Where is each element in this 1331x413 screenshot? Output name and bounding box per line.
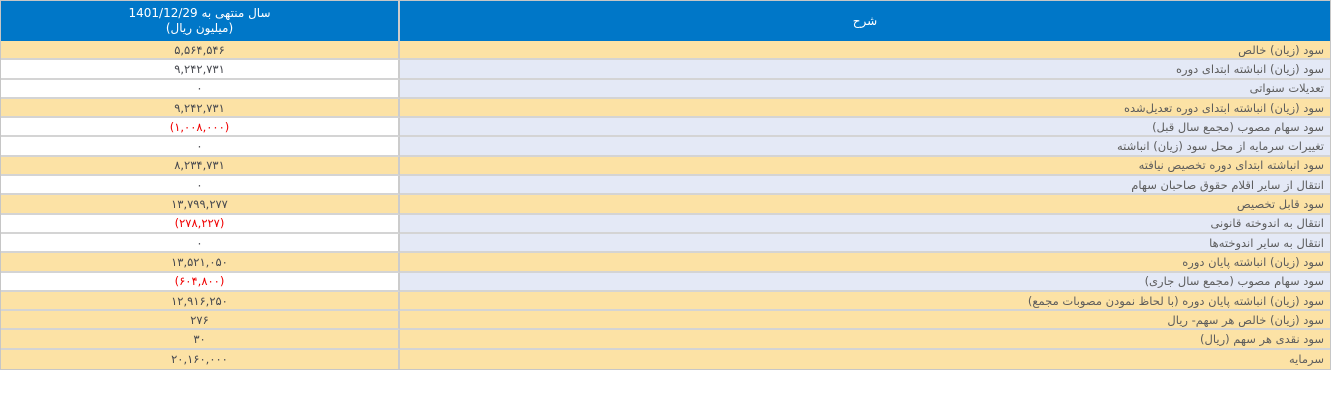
table-row: ۰ انتقال از سایر اقلام حقوق صاحبان سهام (1, 176, 1330, 196)
table-row: ۱۳,۷۹۹,۲۷۷ سود قابل تخصیص (1, 195, 1330, 215)
value-cell: (۲۷۸,۲۲۷) (1, 214, 400, 234)
description-cell: انتقال به سایر اندوخته‌ها (400, 233, 1330, 254)
table-row: ۱۳,۵۲۱,۰۵۰ سود (زیان) انباشته پایان دوره (1, 253, 1330, 273)
period-title: سال منتهی به 1401/12/29 (128, 6, 271, 20)
table-row: ۱۲,۹۱۶,۲۵۰ سود (زیان) انباشته پایان دوره … (1, 291, 1330, 312)
profit-loss-accumulation-table: سال منتهی به 1401/12/29 (میلیون ریال) شر… (1, 1, 1330, 370)
value-cell: ۰ (1, 233, 400, 254)
table-row: ۰ تغییرات سرمایه از محل سود (زیان) انباشت… (1, 137, 1330, 157)
description-column-header: شرح (400, 1, 1330, 41)
table-row: ۲۰,۱۶۰,۰۰۰ سرمایه (1, 349, 1330, 370)
value-cell: ۳۰ (1, 330, 400, 350)
description-cell: سود قابل تخصیص (400, 195, 1330, 215)
description-cell: تعدیلات سنواتی (400, 79, 1330, 99)
description-cell: سود (زیان) انباشته پایان دوره (با لحاظ ن… (400, 291, 1330, 312)
period-unit: (میلیون ریال) (165, 21, 234, 35)
table-row: ۳۰ سود نقدی هر سهم (ریال) (1, 330, 1330, 350)
table-row: ۵,۵۶۴,۵۴۶ سود (زیان) خالص (1, 41, 1330, 61)
profit-table-body: ۵,۵۶۴,۵۴۶ سود (زیان) خالص ۹,۲۴۲,۷۳۱ سود (زی… (1, 41, 1330, 370)
table-row: ۰ انتقال به سایر اندوخته‌ها (1, 233, 1330, 254)
financial-statement-table: سال منتهی به 1401/12/29 (میلیون ریال) شر… (0, 0, 1331, 371)
value-cell: ۵,۵۶۴,۵۴۶ (1, 41, 400, 61)
value-cell: ۸,۲۳۴,۷۳۱ (1, 156, 400, 177)
description-cell: سود (زیان) انباشته ابتدای دوره (400, 60, 1330, 80)
description-cell: انتقال از سایر اقلام حقوق صاحبان سهام (400, 176, 1330, 196)
value-cell: ۰ (1, 137, 400, 157)
value-cell: ۱۳,۵۲۱,۰۵۰ (1, 253, 400, 273)
table-row: ۲۷۶ سود (زیان) خالص هر سهم- ریال (1, 311, 1330, 331)
description-cell: تغییرات سرمایه از محل سود (زیان) انباشته (400, 137, 1330, 157)
value-cell: ۹,۲۴۲,۷۳۱ (1, 98, 400, 119)
description-cell: سرمایه (400, 349, 1330, 370)
description-cell: سود سهام مصوب (مجمع سال جاری) (400, 272, 1330, 292)
header-row: سال منتهی به 1401/12/29 (میلیون ریال) شر… (1, 1, 1330, 41)
value-cell: ۱۳,۷۹۹,۲۷۷ (1, 195, 400, 215)
value-cell: ۲۰,۱۶۰,۰۰۰ (1, 349, 400, 370)
period-column-header: سال منتهی به 1401/12/29 (میلیون ریال) (1, 1, 400, 41)
value-cell: (۶۰۴,۸۰۰) (1, 272, 400, 292)
description-cell: سود (زیان) انباشته ابتدای دوره تعدیل‌شده (400, 98, 1330, 119)
value-cell: (۱,۰۰۸,۰۰۰) (1, 118, 400, 138)
table-row: (۲۷۸,۲۲۷) انتقال به اندوخته قانونی (1, 214, 1330, 234)
table-row: ۹,۲۴۲,۷۳۱ سود (زیان) انباشته ابتدای دوره … (1, 98, 1330, 119)
description-cell: سود (زیان) خالص (400, 41, 1330, 61)
description-cell: سود انباشته ابتدای دوره تخصیص نیافته (400, 156, 1330, 177)
value-cell: ۲۷۶ (1, 311, 400, 331)
value-cell: ۹,۲۴۲,۷۳۱ (1, 60, 400, 80)
description-cell: سود (زیان) انباشته پایان دوره (400, 253, 1330, 273)
table-row: (۶۰۴,۸۰۰) سود سهام مصوب (مجمع سال جاری) (1, 272, 1330, 292)
value-cell: ۱۲,۹۱۶,۲۵۰ (1, 291, 400, 312)
value-cell: ۰ (1, 79, 400, 99)
table-row: ۸,۲۳۴,۷۳۱ سود انباشته ابتدای دوره تخصیص ن… (1, 156, 1330, 177)
value-cell: ۰ (1, 176, 400, 196)
table-row: (۱,۰۰۸,۰۰۰) سود سهام مصوب (مجمع سال قبل) (1, 118, 1330, 138)
table-row: ۹,۲۴۲,۷۳۱ سود (زیان) انباشته ابتدای دوره (1, 60, 1330, 80)
description-cell: سود نقدی هر سهم (ریال) (400, 330, 1330, 350)
description-cell: انتقال به اندوخته قانونی (400, 214, 1330, 234)
description-cell: سود (زیان) خالص هر سهم- ریال (400, 311, 1330, 331)
table-row: ۰ تعدیلات سنواتی (1, 79, 1330, 99)
description-cell: سود سهام مصوب (مجمع سال قبل) (400, 118, 1330, 138)
